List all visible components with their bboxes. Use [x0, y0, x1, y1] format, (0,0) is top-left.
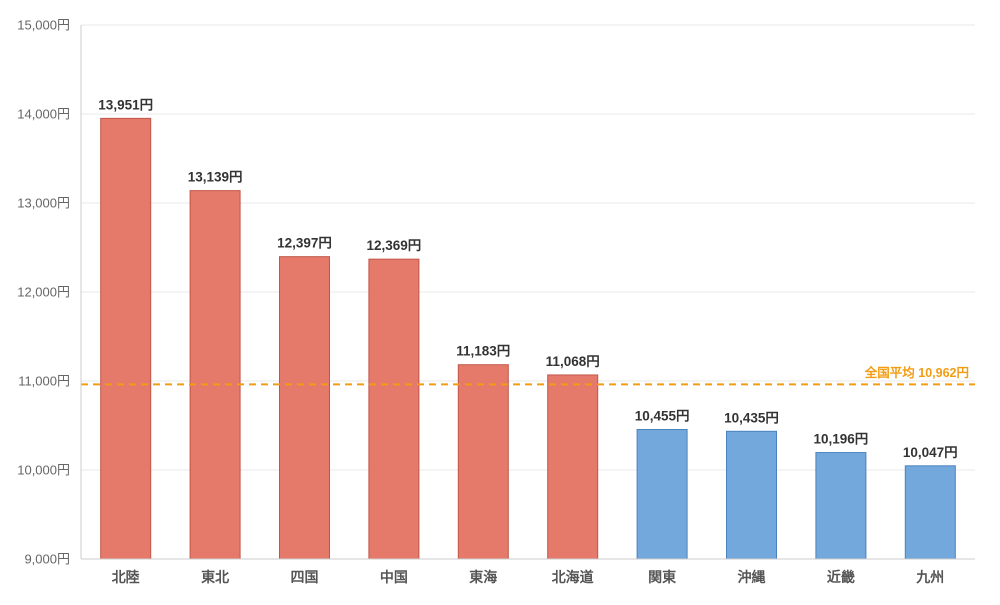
x-category-label: 東海 [469, 569, 497, 585]
data-label: 13,951円 [98, 97, 153, 112]
x-category-label: 九州 [915, 569, 944, 585]
y-tick-label: 12,000円 [17, 285, 70, 300]
data-label: 12,397円 [277, 236, 332, 251]
data-label: 11,183円 [456, 344, 510, 359]
bars [100, 117, 956, 560]
bar-5 [457, 364, 509, 560]
bar-3 [279, 256, 330, 560]
bar-2 [189, 190, 241, 560]
y-tick-label: 10,000円 [17, 463, 70, 478]
x-category-label: 北海道 [552, 569, 594, 585]
data-labels: 13,951円 13,139円 12,397円 12,369円 11,183円 11,06… [98, 97, 957, 459]
x-category-label: 沖縄 [738, 569, 766, 585]
average-line-label: 全国平均 10,962円 [864, 365, 969, 380]
data-label: 10,047円 [903, 445, 958, 460]
x-category-label: 近畿 [827, 569, 855, 585]
y-tick-label: 13,000円 [17, 196, 70, 211]
bar-1 [100, 117, 152, 560]
average-line-group: 全国平均 10,962円 [81, 365, 975, 386]
x-category-label: 関東 [648, 569, 676, 585]
data-label: 11,068円 [546, 354, 600, 369]
y-tick-label: 9,000円 [24, 552, 70, 567]
x-category-label: 北陸 [112, 569, 140, 585]
bar-4 [368, 258, 420, 560]
bar-7 [636, 429, 688, 560]
data-label: 10,196円 [814, 432, 869, 447]
axes [80, 25, 975, 560]
bar-8 [726, 430, 777, 560]
data-label: 10,455円 [635, 409, 690, 424]
y-axis-ticks: 9,000円 10,000円 11,000円 12,000円 13,000円 14,000… [17, 18, 70, 567]
data-label: 10,435円 [724, 410, 779, 425]
bar-6 [547, 374, 599, 560]
bar-9 [815, 452, 867, 560]
x-category-label: 中国 [380, 569, 408, 585]
data-label: 12,369円 [367, 238, 422, 253]
y-tick-label: 11,000円 [18, 374, 70, 389]
x-category-label: 四国 [291, 569, 319, 585]
data-label: 13,139円 [188, 170, 243, 185]
x-axis-categories: 北陸 東北 四国 中国 東海 北海道 関東 沖縄 近畿 九州 [112, 569, 945, 585]
y-tick-label: 14,000円 [17, 107, 70, 122]
x-category-label: 東北 [201, 569, 229, 585]
bar-10 [904, 465, 956, 560]
y-tick-label: 15,000円 [17, 18, 70, 33]
